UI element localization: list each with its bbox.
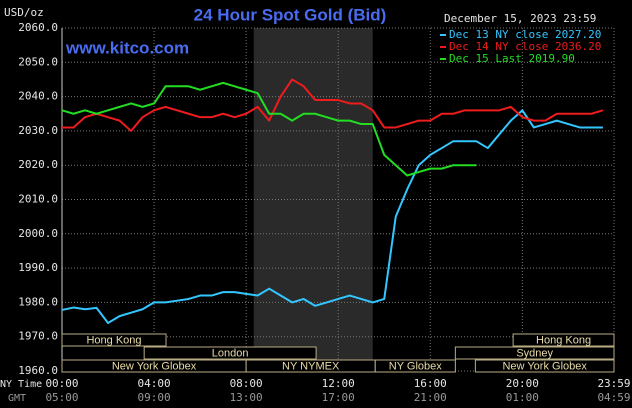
legend-label: Dec 14 NY close 2036.20 (449, 40, 601, 53)
session-label: NY Globex (389, 360, 442, 372)
x2-tick-label: 04:59 (597, 391, 630, 404)
x2-tick-label: 17:00 (322, 391, 355, 404)
session-box (374, 359, 456, 373)
session-box (61, 333, 167, 347)
x2-tick-label: 21:00 (414, 391, 447, 404)
line (62, 78, 604, 132)
y-tick-label: 1970.0 (18, 330, 58, 343)
session-box (143, 346, 317, 360)
x2-tick-label: 05:00 (45, 391, 78, 404)
series-line (62, 78, 604, 132)
y-tick-label: 2030.0 (18, 124, 58, 137)
session-label: New York Globex (502, 360, 587, 372)
session-box (454, 346, 615, 360)
y-tick-label: 2040.0 (18, 90, 58, 103)
x2-tick-label: 01:00 (506, 391, 539, 404)
session-label: Hong Kong (536, 334, 591, 346)
line (61, 109, 603, 324)
x-tick-label: 00:00 (45, 377, 78, 390)
y-tick-label: 2010.0 (18, 193, 58, 206)
session-label: Hong Kong (86, 334, 141, 346)
x-tick-label: 23:59 (597, 377, 630, 390)
x-tick-label: 20:00 (506, 377, 539, 390)
chart-title: 24 Hour Spot Gold (Bid) (194, 5, 387, 24)
legend-label: Dec 15 Last 2019.90 (449, 52, 575, 65)
y-tick-label: 2020.0 (18, 158, 58, 171)
y-tick-label: 2000.0 (18, 227, 58, 240)
y-unit: USD/oz (4, 6, 44, 19)
x2-tick-label: 13:00 (230, 391, 263, 404)
y-tick-label: 1990.0 (18, 261, 58, 274)
y-tick-label: 2060.0 (18, 21, 58, 34)
x-tick-label: 12:00 (322, 377, 355, 390)
legend-label: Dec 13 NY close 2027.20 (449, 28, 601, 41)
shaded-range (253, 28, 373, 371)
session-label: NY NYMEX (282, 360, 340, 372)
x2-row-label: GMT (8, 393, 26, 404)
line (61, 81, 477, 177)
y-tick-label: 1960.0 (18, 364, 58, 377)
x-tick-label: 08:00 (230, 377, 263, 390)
session-box (512, 333, 615, 347)
y-tick-label: 2050.0 (18, 55, 58, 68)
site-label: www.kitco.com (65, 38, 189, 57)
session-label: London (212, 347, 249, 359)
session-box (474, 359, 615, 373)
timestamp: December 15, 2023 23:59 (444, 12, 596, 25)
x-tick-label: 16:00 (414, 377, 447, 390)
series-line (61, 81, 477, 177)
x-row-label: NY Time (0, 379, 42, 390)
y-tick-label: 1980.0 (18, 295, 58, 308)
x-tick-label: 04:00 (138, 377, 171, 390)
session-label: Sydney (516, 347, 553, 359)
series-line (61, 109, 603, 324)
x2-tick-label: 09:00 (138, 391, 171, 404)
session-label: New York Globex (112, 360, 197, 372)
